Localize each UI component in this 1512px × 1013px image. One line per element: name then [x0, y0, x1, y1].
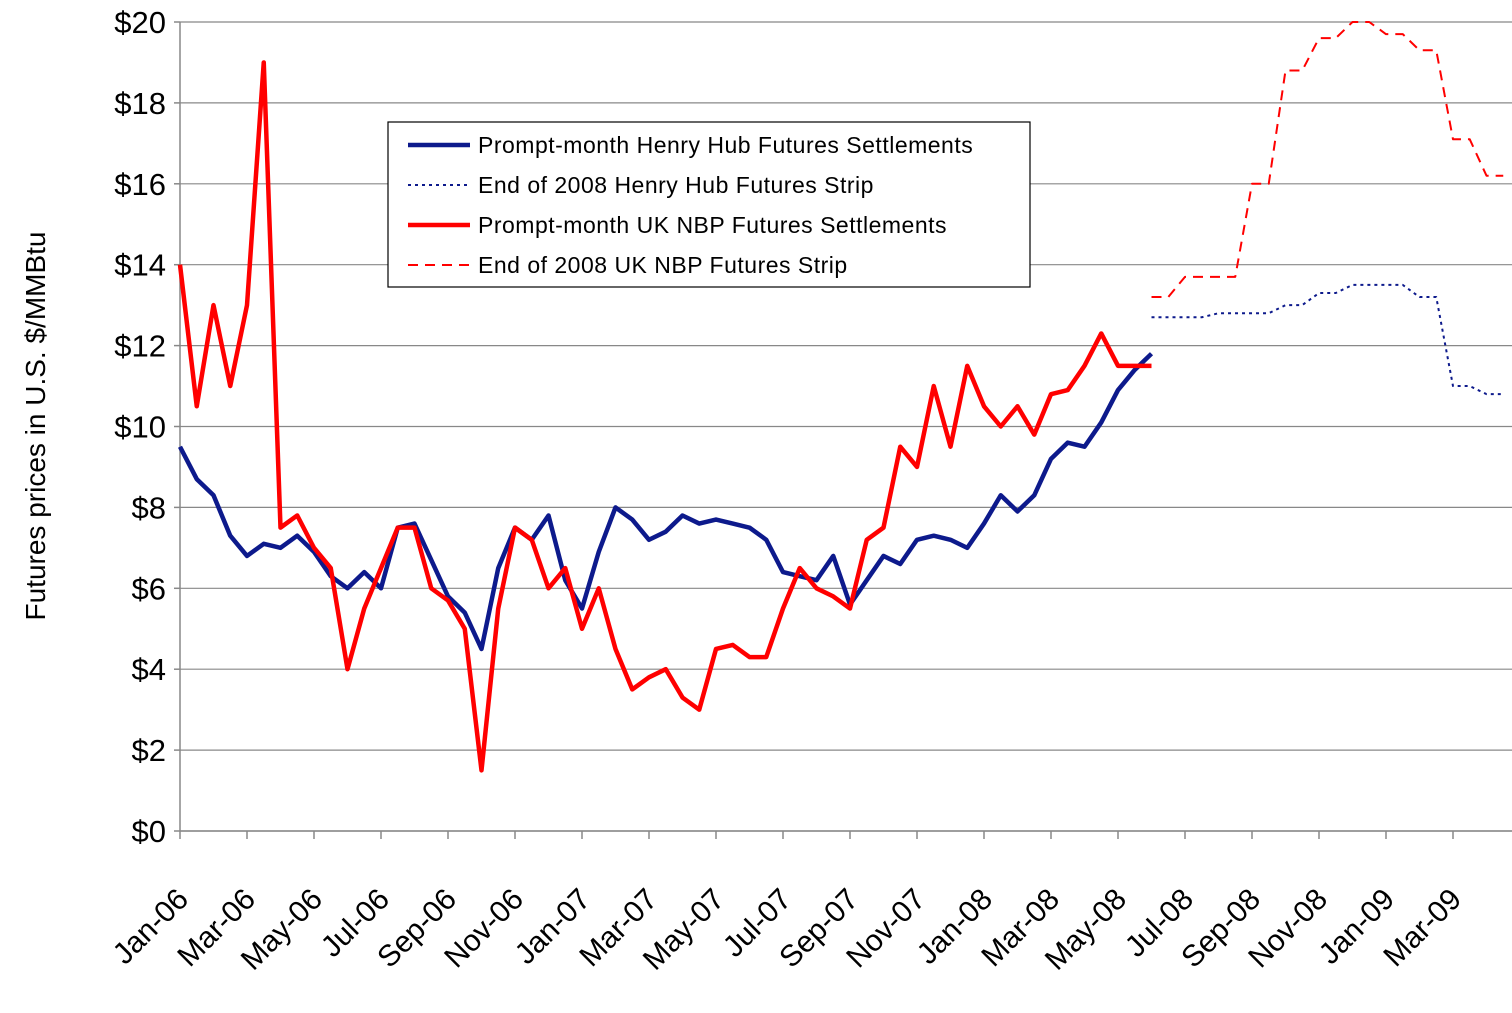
y-tick-label: $6: [132, 571, 166, 606]
series-line: [178, 352, 1154, 652]
legend-label: End of 2008 Henry Hub Futures Strip: [478, 172, 874, 198]
y-axis-title: Futures prices in U.S. $/MMBtu: [20, 231, 51, 620]
series-line: [1151, 21, 1504, 299]
series-line: [1151, 283, 1504, 396]
legend-label: Prompt-month Henry Hub Futures Settlemen…: [478, 132, 973, 158]
y-tick-label: $20: [114, 5, 166, 40]
legend-box: [387, 121, 1031, 288]
series-line: [177, 60, 1152, 773]
y-tick-label: $8: [132, 490, 166, 525]
legend-label: Prompt-month UK NBP Futures Settlements: [478, 212, 947, 238]
y-tick-label: $0: [132, 814, 166, 849]
y-tick-label: $4: [132, 652, 166, 687]
y-tick-label: $16: [114, 167, 166, 202]
y-tick-label: $12: [114, 329, 166, 364]
y-tick-label: $2: [132, 733, 166, 768]
legend: Prompt-month Henry Hub Futures Settlemen…: [387, 121, 1031, 288]
y-tick-label: $14: [114, 248, 166, 283]
y-tick-label: $10: [114, 410, 166, 445]
y-tick-label: $18: [114, 86, 166, 121]
legend-label: End of 2008 UK NBP Futures Strip: [478, 252, 848, 278]
